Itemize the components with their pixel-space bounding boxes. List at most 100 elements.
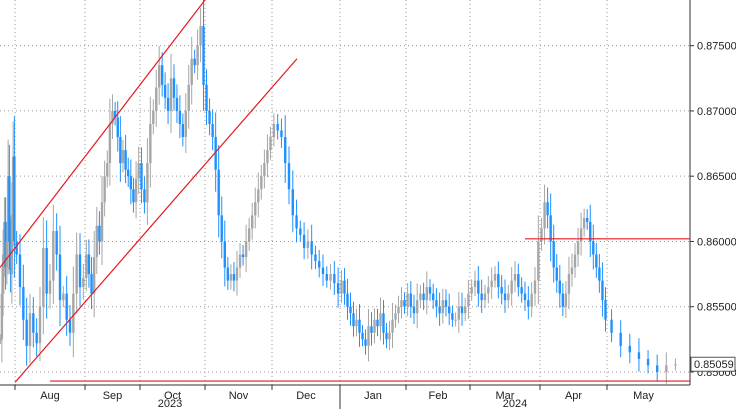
candle-body [336,283,340,294]
candle-body [546,202,549,216]
candle-body [564,293,568,307]
candle-body [232,274,236,281]
candle-body [628,345,632,353]
y-tick-label: 0.86500 [697,171,736,183]
candle-body [169,78,173,111]
candle-body [497,274,500,288]
candle-body [409,293,412,307]
candle-body [68,319,72,333]
candle-body [444,300,448,307]
candle-body [425,287,428,301]
candle-body [451,313,454,320]
candle-body [211,123,214,138]
candle-body [470,287,473,294]
x-tick-label: May [633,390,654,402]
candle-body [537,241,540,281]
candle-body [299,228,302,235]
candle-body [214,137,217,170]
candle-body [464,306,467,314]
candle-body [199,26,202,46]
candle-body [490,280,493,288]
candle-body [193,58,196,66]
candle-body [11,156,15,216]
candle-body [665,365,668,372]
candle-body [517,274,520,288]
candle-body [272,123,276,138]
candle-body [82,277,85,288]
candle-body [477,280,480,294]
candle-body [674,364,677,366]
candle-body [552,241,555,268]
candle-body [62,293,65,301]
candle-body [438,306,441,314]
candle-body [318,261,321,268]
candle-body [184,110,187,138]
candle-body [646,358,650,366]
candle-body [507,293,510,301]
candle-body [196,45,199,66]
candle-body [1,254,5,294]
candle-body [573,254,577,268]
candle-body [266,150,269,164]
candle-body [302,234,306,248]
candle-body [137,163,140,179]
candle-body [520,287,523,294]
candle-body [619,332,622,346]
candle-body [403,300,406,307]
candle-body [178,110,182,124]
candle-body [601,280,604,301]
candle-body [567,274,571,294]
candle-body [251,215,254,229]
candle-body [90,274,93,294]
candle-body [143,189,146,203]
candle-body [487,287,490,294]
candle-body [220,215,223,242]
candle-body [58,254,62,301]
candle-body [582,217,586,229]
candle-body [48,280,52,294]
candle-body [241,254,245,258]
candle-body [106,163,109,177]
candle-body [610,319,613,333]
candle-body [10,215,14,275]
candle-body [269,137,272,151]
candle-body [52,231,55,281]
candle-body [244,241,248,258]
candle-body [586,217,589,222]
candle-body [604,300,607,320]
trendline [0,0,206,268]
candle-body [448,306,451,314]
candle-body [500,287,503,294]
candle-body [379,313,382,327]
candle-body [503,293,507,301]
candle-body [527,300,530,307]
candle-body [343,280,346,294]
candle-body [419,293,422,301]
candle-body [412,306,416,314]
candle-body [8,176,11,242]
y-tick-label: 0.85500 [697,302,736,314]
candle-body [321,267,325,275]
candle-body [340,280,343,294]
candle-body [140,163,143,190]
last-price-label: 0.85059 [694,359,734,371]
candle-body [247,228,251,242]
candle-body [28,313,32,346]
candle-body [287,163,291,190]
candle-body [155,87,158,111]
x-tick-label: Sep [103,390,123,402]
candle-body [555,267,558,281]
candle-body [100,202,104,242]
candle-body [226,267,230,281]
x-tick-label: Feb [429,390,448,402]
candle-body [579,228,583,242]
candle-body [376,319,379,327]
candle-body [75,254,78,294]
candle-body [103,176,106,203]
candle-body [217,169,220,216]
x-tick-label: Oct [164,390,181,402]
candle-body [655,365,659,372]
candle-body [406,293,409,307]
candle-body [6,176,10,242]
candle-body [637,352,641,359]
